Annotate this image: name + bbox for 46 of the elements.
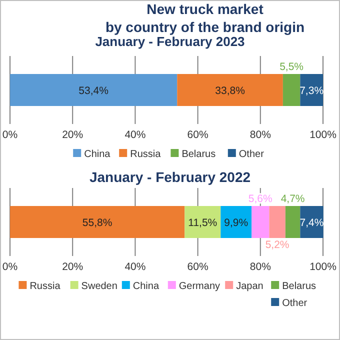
legend-label: Belarus (282, 281, 316, 292)
bar (269, 206, 286, 238)
legend-label: Sweden (81, 281, 118, 292)
chart-subtitle: January - February 2023 (95, 34, 245, 49)
x-tick-label: 20% (62, 261, 84, 273)
x-tick-label: 0% (2, 129, 18, 141)
bar (10, 206, 185, 238)
bar (282, 74, 300, 106)
x-tick-label: 80% (250, 261, 271, 273)
bar (177, 74, 283, 106)
legend-label: Japan (236, 281, 264, 292)
x-tick-label: 0% (2, 261, 18, 273)
data-label: 55,8% (82, 217, 112, 229)
x-tick-label: 100% (310, 129, 336, 141)
chart-title: January - February 2022 (89, 169, 251, 185)
bar (285, 206, 300, 238)
chart-title: New truck market by country of the brand origin (105, 1, 305, 35)
x-tick-label: 40% (124, 129, 146, 141)
legend-label: Other (238, 149, 265, 160)
data-label: 11,5% (188, 217, 218, 229)
x-tick-label: 40% (124, 261, 146, 273)
bar (10, 74, 178, 106)
legend-label: Russia (30, 281, 61, 292)
x-tick-label: 60% (187, 261, 208, 273)
x-tick-label: 100% (310, 261, 336, 273)
x-tick-label: 60% (187, 129, 208, 141)
bar (300, 206, 324, 238)
data-label: 7,3% (300, 85, 324, 97)
legend-label: Germany (178, 281, 220, 292)
bar (252, 206, 270, 238)
data-label: 5,2% (265, 239, 290, 251)
legend-label: China (132, 281, 160, 292)
data-label: 33,8% (215, 85, 245, 97)
data-label: 53,4% (78, 85, 108, 97)
x-tick-label: 20% (62, 129, 84, 141)
data-label: 5,5% (280, 61, 304, 73)
bar (184, 206, 221, 238)
legend-label: Belarus (182, 149, 216, 160)
data-label: 9,9% (224, 217, 248, 229)
data-label: 7,4% (300, 217, 324, 229)
legend-label: China (84, 149, 111, 160)
legend-label: Other (282, 298, 308, 309)
legend-label: Russia (130, 149, 162, 160)
bar (220, 206, 252, 238)
x-tick-label: 80% (250, 129, 271, 141)
data-label: 4,7% (280, 193, 305, 205)
